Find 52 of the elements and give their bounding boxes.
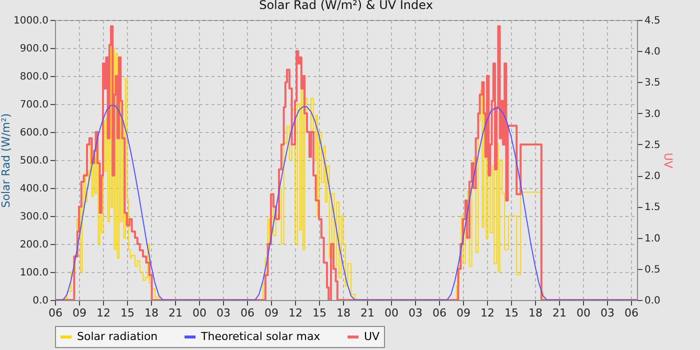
y2-tick-label: 0.0 [644,296,660,306]
x-tick-label: 12 [96,306,110,320]
y-tick-label: 1000.0 [14,16,48,26]
y2-tick-label: 1.5 [644,202,660,214]
x-tick-label: 21 [168,306,182,320]
legend-label: Theoretical solar max [200,330,321,343]
x-tick-label: 03 [216,306,230,320]
y-tick-label: 0.0 [32,296,48,306]
y2-tick-label: 3.5 [644,78,660,89]
x-tick-label: 18 [336,306,350,320]
x-tick-label: 15 [504,306,518,320]
x-tick-label: 12 [480,306,494,320]
chart-title: Solar Rad (W/m²) & UV Index [259,0,433,12]
y-tick-label: 700.0 [20,100,48,110]
x-tick-label: 18 [144,306,158,320]
y-tick-label: 400.0 [20,184,48,194]
x-tick-label: 21 [360,306,374,320]
legend-label: Solar radiation [77,330,158,343]
x-tick-label: 09 [72,306,86,320]
x-tick-label: 06 [432,306,446,320]
y-tick-label: 800.0 [20,72,48,82]
y2-tick-label: 0.5 [644,264,660,276]
y-axis-title: Solar Rad (W/m²) [0,113,13,208]
y2-tick-label: 1.0 [644,233,660,244]
y2-tick-label: 2.5 [644,140,660,151]
x-tick-label: 00 [192,306,206,320]
x-tick-label: 00 [576,306,590,320]
y2-tick-label: 2.0 [644,171,660,182]
y2-tick-label: 4.5 [644,16,660,26]
x-tick-label: 21 [552,306,566,320]
x-tick-label: 03 [600,306,614,320]
x-tick-label: 09 [456,306,470,320]
y2-tick-label: 3.0 [644,108,660,120]
legend-label: UV [364,330,380,343]
x-tick-label: 15 [120,306,134,320]
y-tick-label: 300.0 [20,212,48,222]
x-tick-label: 15 [312,306,326,320]
x-tick-label: 18 [528,306,542,320]
y2-tick-label: 4.0 [644,46,660,58]
y-tick-label: 200.0 [20,240,48,250]
x-tick-label: 03 [408,306,422,320]
y-tick-label: 100.0 [20,268,48,278]
y-tick-label: 600.0 [20,128,48,138]
y-tick-label: 900.0 [20,44,48,54]
x-tick-label: 00 [384,306,398,320]
y-tick-label: 500.0 [20,156,48,166]
x-tick-label: 06 [240,306,254,320]
x-tick-label: 12 [288,306,302,320]
x-tick-label: 09 [264,306,278,320]
x-tick-label: 06 [48,306,62,320]
x-tick-label: 06 [624,306,638,320]
y2-axis-title: UV [661,152,674,169]
